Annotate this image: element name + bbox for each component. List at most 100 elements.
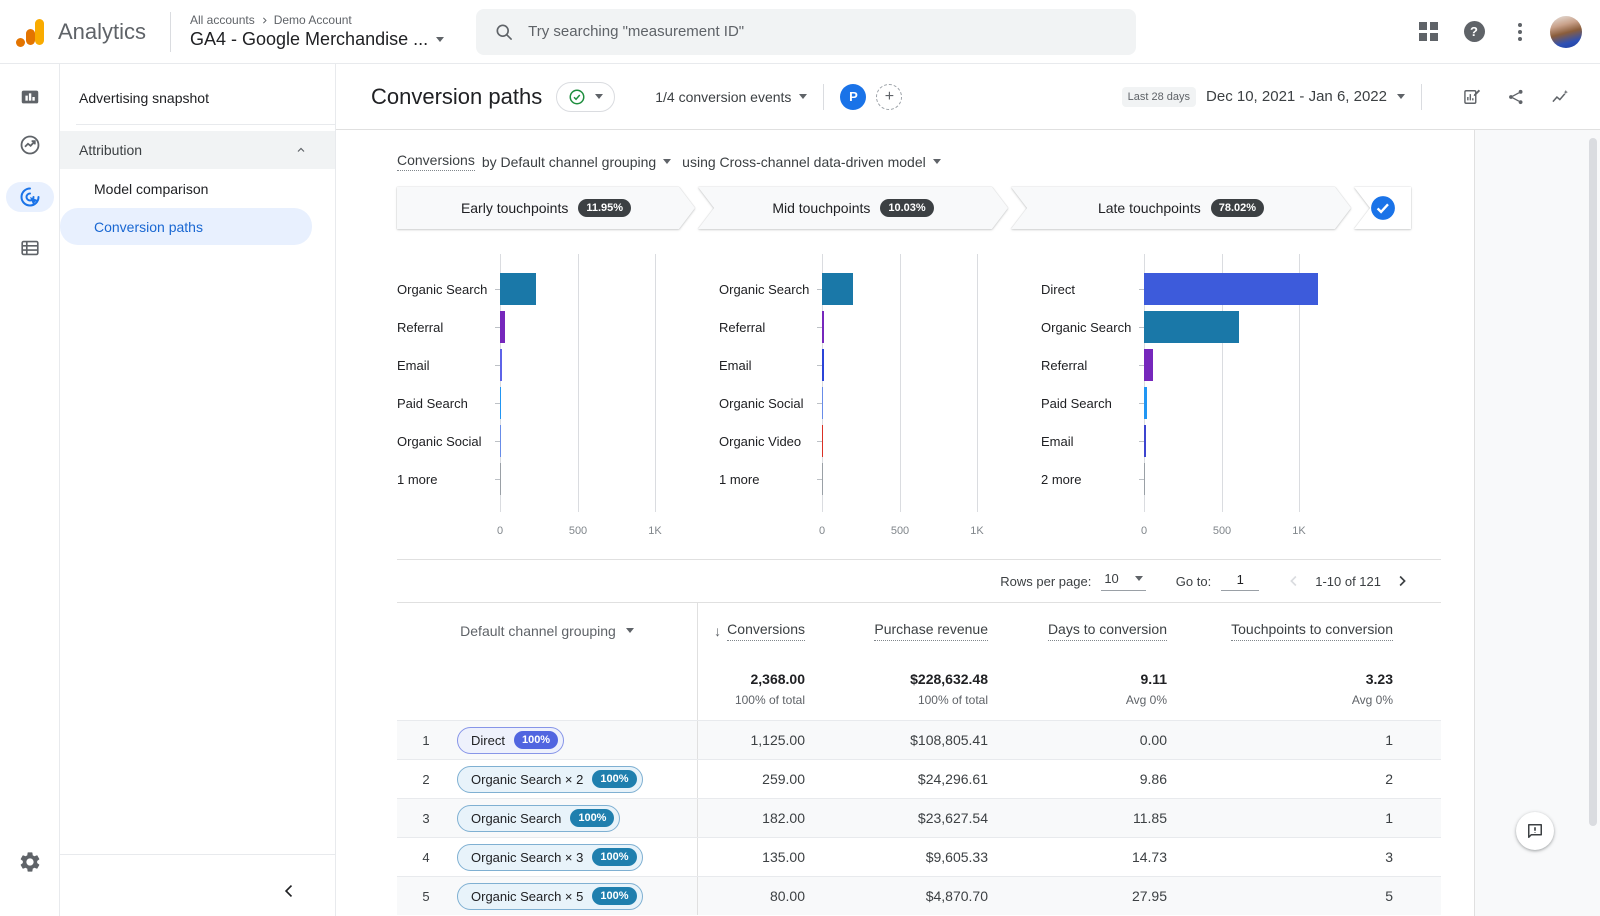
chart-bar[interactable] <box>500 463 501 495</box>
chart-bar[interactable] <box>500 273 536 305</box>
touchpoints-total: 3.23 Avg 0% <box>1169 658 1441 720</box>
feedback-button[interactable] <box>1516 812 1554 850</box>
chart-bar[interactable] <box>822 463 823 495</box>
header-divider <box>170 12 171 52</box>
insights-button[interactable] <box>1540 77 1580 117</box>
phase-mid[interactable]: Mid touchpoints 10.03% <box>698 187 1008 229</box>
sidebar-item-advertising-snapshot[interactable]: Advertising snapshot <box>60 78 335 124</box>
pagination-range: 1-10 of 121 <box>1315 574 1381 589</box>
chart-labels: DirectOrganic SearchReferralPaid SearchE… <box>1041 254 1144 546</box>
search-input[interactable] <box>528 23 1118 40</box>
nav-advertising-active[interactable] <box>6 182 54 212</box>
channel-path-chip[interactable]: Organic Search100% <box>457 805 620 832</box>
channel-path-chip[interactable]: Organic Search × 5100% <box>457 883 643 910</box>
x-axis-tick-label: 500 <box>1213 525 1231 537</box>
apps-grid-icon <box>1419 22 1438 41</box>
metric-selector[interactable]: Conversions <box>397 152 475 171</box>
chart-bars <box>1144 270 1363 498</box>
chart-bar[interactable] <box>1144 349 1153 381</box>
account-button[interactable] <box>1546 12 1586 52</box>
x-axis-tick-label: 500 <box>569 525 587 537</box>
chart-bar[interactable] <box>1144 387 1147 419</box>
chart-bar[interactable] <box>1144 425 1146 457</box>
dimension-selector[interactable]: by Default channel grouping <box>482 154 671 170</box>
table-row: 5Organic Search × 5100%80.00$4,870.7027.… <box>397 876 1441 915</box>
chart-category-label: Direct <box>1041 270 1144 308</box>
days-column-header[interactable]: Days to conversion <box>990 603 1169 658</box>
analytics-logo-area[interactable]: Analytics <box>0 17 170 47</box>
toolbar-divider <box>823 84 824 110</box>
account-switcher[interactable]: All accounts Demo Account GA4 - Google M… <box>173 13 444 50</box>
main-area: Conversion paths 1/4 conversion events P… <box>336 64 1600 916</box>
chart-category-label: Paid Search <box>397 384 500 422</box>
nav-insights-icon[interactable] <box>18 133 42 157</box>
vertical-scrollbar[interactable] <box>1589 138 1597 826</box>
more-options-button[interactable] <box>1500 12 1540 52</box>
report-status-button[interactable] <box>556 82 615 112</box>
chevron-down-icon <box>436 37 444 42</box>
channel-path-chip[interactable]: Organic Search × 2100% <box>457 766 643 793</box>
google-apps-button[interactable] <box>1408 12 1448 52</box>
goto-page-input[interactable] <box>1221 572 1259 591</box>
green-check-icon <box>568 88 586 106</box>
channel-path-chip[interactable]: Direct100% <box>457 727 564 754</box>
sidebar-item-conversion-paths[interactable]: Conversion paths <box>60 208 312 245</box>
chart-category-label: 1 more <box>719 460 822 498</box>
nav-reports-icon[interactable] <box>19 86 41 108</box>
chevron-left-icon <box>1285 572 1303 590</box>
search-bar[interactable] <box>476 9 1136 55</box>
sidebar-section-label: Attribution <box>79 142 142 158</box>
rows-per-page-select[interactable]: 10 <box>1101 571 1145 591</box>
edit-report-button[interactable] <box>1452 77 1492 117</box>
date-range-picker[interactable]: Dec 10, 2021 - Jan 6, 2022 <box>1206 88 1405 105</box>
conversions-value: 135.00 <box>697 838 807 876</box>
chart-labels: Organic SearchReferralEmailOrganic Socia… <box>719 254 822 546</box>
chart-bar[interactable] <box>1144 463 1145 495</box>
phase-early[interactable]: Early touchpoints 11.95% <box>397 187 695 229</box>
help-button[interactable]: ? <box>1454 12 1494 52</box>
chart-bar-row <box>500 270 719 308</box>
nav-library-icon[interactable] <box>19 237 41 259</box>
chart-bar[interactable] <box>822 425 823 457</box>
chart-bar[interactable] <box>822 349 824 381</box>
conversions-value: 80.00 <box>697 877 807 915</box>
add-comparison-button[interactable]: + <box>876 84 902 110</box>
sidebar-section-attribution[interactable]: Attribution <box>60 131 335 169</box>
channel-path-label: Organic Search × 3 <box>471 850 583 865</box>
chart-bar[interactable] <box>1144 273 1318 305</box>
dimension-column-header[interactable]: Default channel grouping <box>397 623 697 639</box>
model-selector[interactable]: using Cross-channel data-driven model <box>682 154 941 170</box>
revenue-column-header[interactable]: Purchase revenue <box>807 603 990 658</box>
sidebar-item-model-comparison[interactable]: Model comparison <box>60 170 312 207</box>
share-button[interactable] <box>1496 77 1536 117</box>
date-preset-badge: Last 28 days <box>1122 87 1196 107</box>
chart-bar[interactable] <box>1144 311 1239 343</box>
share-icon <box>1506 87 1526 107</box>
breadcrumb-root[interactable]: All accounts <box>190 13 255 27</box>
chart-bar[interactable] <box>822 273 853 305</box>
chart-bar[interactable] <box>500 425 501 457</box>
collapse-sidebar-button[interactable] <box>279 865 299 916</box>
chart-bar[interactable] <box>822 387 823 419</box>
phase-late[interactable]: Late touchpoints 78.02% <box>1011 187 1351 229</box>
conversions-column-header[interactable]: ↓ Conversions <box>697 603 807 658</box>
chart-category-label: Organic Search <box>1041 308 1144 346</box>
chart-category-label: Email <box>397 346 500 384</box>
chart-bar[interactable] <box>500 311 505 343</box>
touchpoints-column-header[interactable]: Touchpoints to conversion <box>1169 603 1441 658</box>
chart-bar[interactable] <box>500 387 501 419</box>
phase-conversion-end[interactable] <box>1354 187 1411 229</box>
previous-page-button[interactable] <box>1285 572 1303 590</box>
column-header-label: Touchpoints to conversion <box>1231 621 1393 641</box>
chart-bar[interactable] <box>500 349 502 381</box>
property-avatar-chip[interactable]: P <box>840 84 866 110</box>
chart-bar[interactable] <box>822 311 824 343</box>
admin-gear-button[interactable] <box>0 850 60 874</box>
edit-chart-icon <box>1462 87 1482 107</box>
channel-path-chip[interactable]: Organic Search × 3100% <box>457 844 643 871</box>
next-page-button[interactable] <box>1393 572 1411 590</box>
breadcrumb-account[interactable]: Demo Account <box>274 13 352 27</box>
chevron-right-icon <box>260 16 269 25</box>
conversion-events-selector[interactable]: 1/4 conversion events <box>655 89 807 105</box>
chart-category-label: Referral <box>719 308 822 346</box>
